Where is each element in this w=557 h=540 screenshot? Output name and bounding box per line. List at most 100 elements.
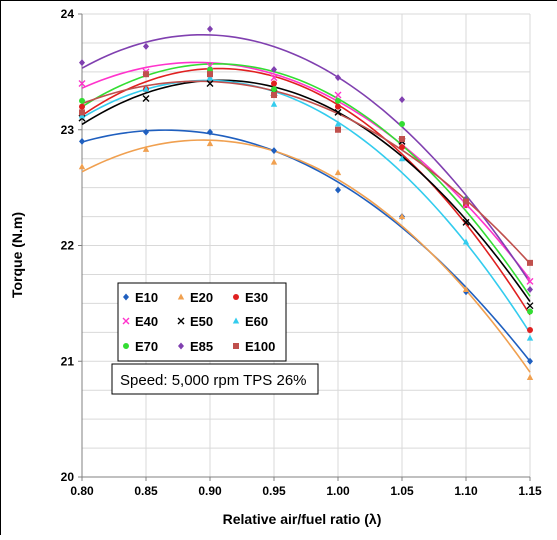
legend-box — [117, 282, 287, 362]
data-point-e60 — [334, 120, 342, 127]
x-tick-label: 0.85 — [134, 484, 158, 498]
data-point-e10 — [527, 357, 533, 365]
data-point-e85 — [527, 285, 533, 293]
data-point-e20 — [526, 373, 534, 380]
data-point-e10 — [207, 128, 213, 136]
trend-line-e40 — [81, 61, 531, 280]
legend-label-e70: E70 — [135, 339, 158, 354]
legend-marker-e40 — [122, 317, 130, 325]
data-point-e20 — [142, 145, 150, 152]
data-point-e30 — [79, 103, 85, 110]
data-point-e60 — [270, 100, 278, 107]
legend-label-e30: E30 — [245, 290, 268, 305]
data-point-e50 — [334, 108, 342, 116]
data-point-e85 — [143, 42, 149, 50]
data-point-e10 — [335, 186, 341, 194]
x-tick-label: 1.05 — [390, 484, 414, 498]
data-point-e40 — [334, 91, 342, 99]
data-point-e85 — [79, 59, 85, 67]
trend-line-e10 — [81, 129, 531, 362]
data-point-e100 — [79, 109, 85, 116]
legend-label-e20: E20 — [190, 290, 213, 305]
x-tick-label: 1.15 — [518, 484, 542, 498]
data-point-e70 — [527, 308, 533, 315]
data-point-e70 — [271, 86, 277, 93]
data-point-e30 — [399, 144, 405, 151]
y-axis-title: Torque (N.m) — [9, 212, 25, 298]
data-point-e100 — [527, 259, 533, 266]
legend-label-e100: E100 — [245, 339, 275, 354]
legend: E10 E20 E30 E40 E50 E60 E70 E85 E100 — [117, 282, 287, 362]
trend-line-e85 — [81, 33, 531, 283]
data-point-e20 — [206, 140, 214, 147]
x-tick-label: 0.80 — [70, 484, 94, 498]
data-point-e85 — [399, 96, 405, 104]
data-point-e60 — [142, 85, 150, 92]
data-point-e40 — [526, 277, 534, 285]
data-point-e20 — [398, 213, 406, 220]
data-point-e10 — [271, 147, 277, 155]
data-point-e60 — [526, 334, 534, 341]
data-point-e70 — [399, 120, 405, 127]
annotation-box — [111, 363, 319, 395]
legend-marker-e60 — [232, 317, 240, 324]
legend-marker-e100 — [233, 343, 239, 349]
data-point-e20 — [78, 163, 86, 170]
x-axis-title: Relative air/fuel ratio (λ) — [223, 511, 382, 527]
legend-marker-e50 — [177, 317, 185, 325]
data-point-e40 — [78, 79, 86, 87]
legend-marker-e20 — [177, 293, 185, 300]
trend-line-e20 — [81, 139, 531, 373]
data-point-e60 — [462, 238, 470, 245]
trend-line-e30 — [81, 67, 531, 316]
legend-marker-e30 — [233, 294, 239, 300]
data-point-e30 — [335, 103, 341, 110]
annotation-text: Speed: 5,000 rpm TPS 26% — [120, 372, 307, 389]
trend-line-e70 — [81, 63, 531, 297]
x-tick-label: 1.10 — [454, 484, 478, 498]
data-point-e100 — [143, 71, 149, 78]
trend-line-e50 — [81, 79, 531, 303]
data-point-e100 — [399, 136, 405, 143]
data-point-e85 — [207, 25, 213, 33]
data-point-e50 — [142, 95, 150, 102]
data-point-e85 — [335, 74, 341, 82]
data-point-e85 — [271, 66, 277, 74]
legend-marker-e10 — [123, 293, 129, 301]
data-point-e50 — [526, 302, 534, 310]
legend-label-e10: E10 — [135, 290, 158, 305]
data-point-e100 — [335, 126, 341, 133]
y-tick-label: 23 — [61, 123, 75, 137]
data-point-e20 — [462, 285, 470, 292]
x-tick-label: 1.00 — [326, 484, 350, 498]
data-point-e60 — [398, 155, 406, 162]
legend-marker-e70 — [123, 343, 129, 349]
annotation: Speed: 5,000 rpm TPS 26% — [111, 363, 319, 395]
data-point-e40 — [270, 74, 278, 82]
data-point-e50 — [206, 79, 214, 87]
data-points — [78, 25, 534, 380]
data-point-e10 — [143, 128, 149, 136]
legend-label-e60: E60 — [245, 314, 268, 329]
data-point-e50 — [462, 218, 470, 226]
trend-line-e60 — [81, 79, 531, 334]
x-tick-label: 0.95 — [262, 484, 286, 498]
data-point-e100 — [271, 92, 277, 99]
data-point-e10 — [79, 137, 85, 145]
x-tick-label: 0.90 — [198, 484, 222, 498]
tick-labels: 0.80 0.85 0.90 0.95 1.00 1.05 1.10 1.15 20 21 22 23… — [61, 7, 542, 498]
data-point-e70 — [207, 66, 213, 73]
y-tick-label: 20 — [61, 470, 75, 484]
data-point-e70 — [79, 97, 85, 104]
data-point-e30 — [271, 80, 277, 87]
data-point-e100 — [463, 198, 469, 205]
y-tick-label: 22 — [61, 239, 75, 253]
trend-line-e100 — [81, 80, 531, 265]
data-point-e20 — [334, 169, 342, 176]
y-tick-label: 21 — [61, 354, 75, 368]
legend-label-e40: E40 — [135, 314, 158, 329]
data-point-e70 — [335, 97, 341, 104]
legend-label-e85: E85 — [190, 339, 213, 354]
